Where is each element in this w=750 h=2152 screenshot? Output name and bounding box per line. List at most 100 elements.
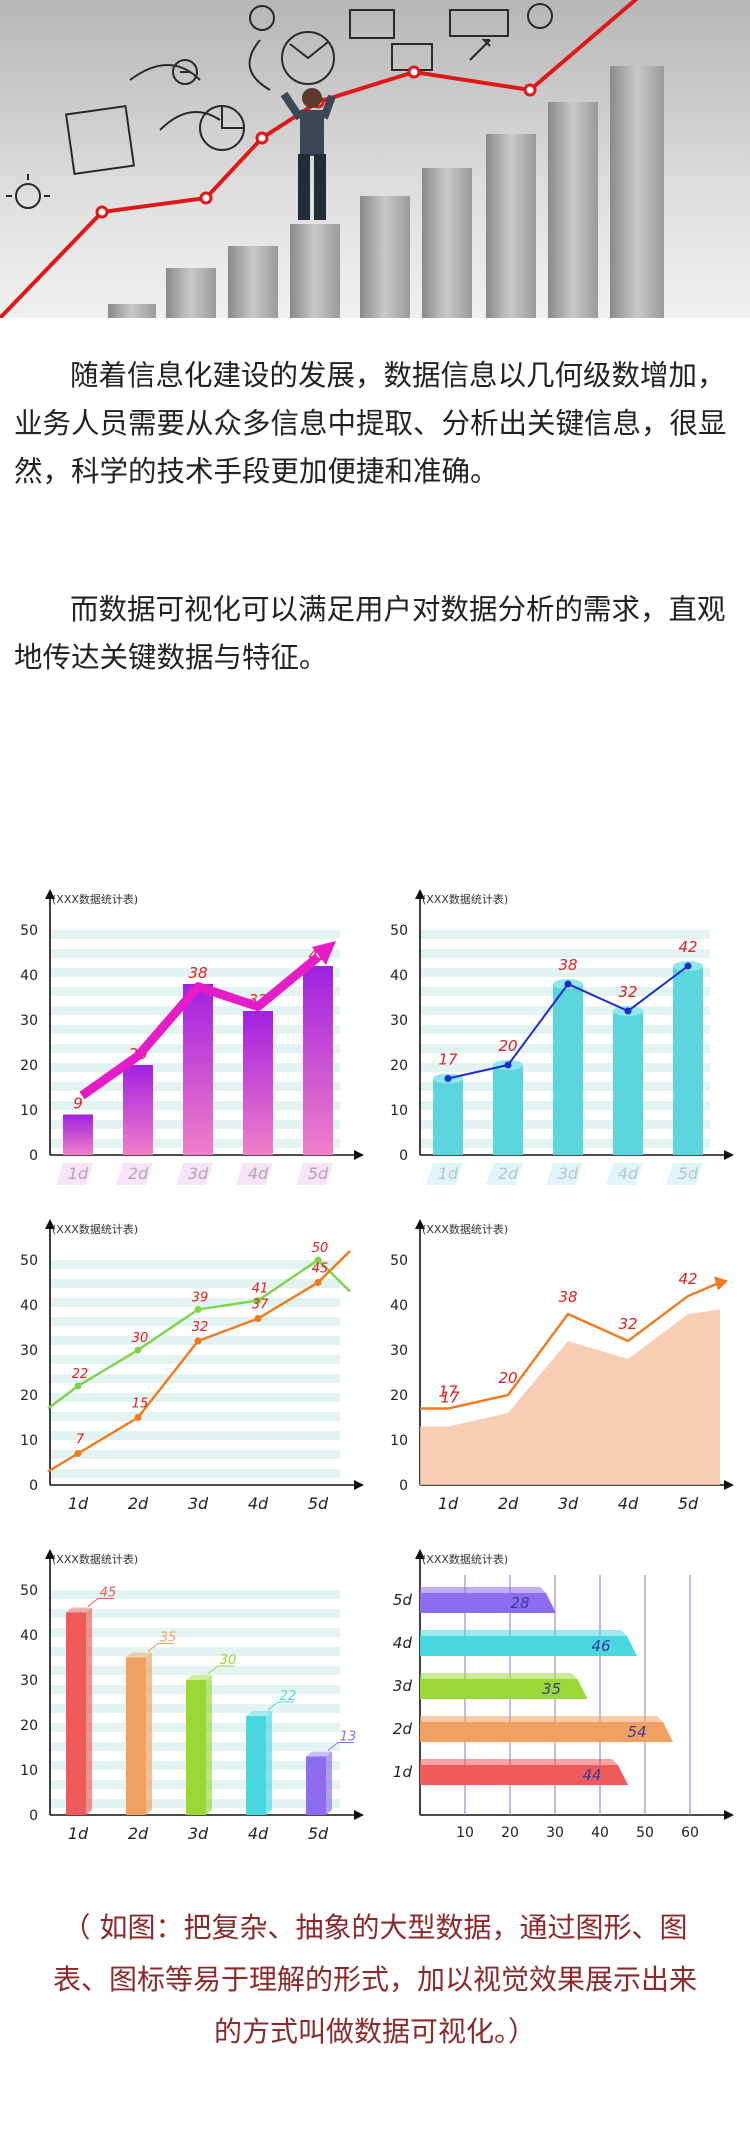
y-tick-label: 0 — [399, 1478, 408, 1494]
area-fill — [420, 1309, 720, 1485]
y-tick-label: 20 — [20, 1388, 38, 1404]
series-point — [564, 980, 572, 988]
bar-top — [420, 1630, 627, 1636]
series-point — [134, 1346, 142, 1354]
data-label: 7 — [76, 1433, 85, 1448]
x-tick-label: 1d — [438, 1494, 459, 1513]
series-point — [314, 1256, 322, 1264]
bar-shadow — [295, 1163, 333, 1185]
data-label: 38 — [188, 964, 207, 982]
bar — [420, 1593, 556, 1613]
grid-stripe — [420, 949, 710, 958]
x-tick-label: 5d — [308, 1824, 329, 1843]
x-tick-label: 40 — [591, 1825, 609, 1841]
caption: （ 如图：把复杂、抽象的大型数据，通过图形、图表、图标等易于理解的形式，加以视觉… — [52, 1911, 697, 2048]
data-label: 32 — [618, 983, 637, 1001]
bar — [433, 1078, 463, 1155]
label-leader — [327, 1742, 354, 1751]
data-label: 45 — [100, 1586, 117, 1601]
chart-area: (XXX数据统计表) 0 10 20 30 40 50 1d 2d 3d 4d 5d 17 20 38 32 4… — [390, 1219, 734, 1513]
bar — [613, 1011, 643, 1155]
summary-paragraph: 而数据可视化可以满足用户对数据分析的需求，直观地传达关键数据与特征。 — [14, 593, 726, 674]
bar-shadow — [235, 1163, 273, 1185]
x-tick-label: 3d — [558, 1494, 579, 1513]
bar-top — [186, 1675, 212, 1680]
data-label: 38 — [558, 956, 577, 974]
hero-illustration — [0, 0, 750, 318]
bar — [303, 966, 333, 1155]
y-axis-arrow — [45, 1219, 55, 1229]
y-tick-label: 10 — [20, 1763, 38, 1779]
data-label: 15 — [132, 1397, 149, 1412]
series-point — [624, 1007, 632, 1015]
data-label: 17 — [438, 1383, 458, 1401]
y-tick-label: 40 — [390, 1298, 408, 1314]
bar-shadow — [175, 1163, 213, 1185]
grid-stripe — [420, 930, 710, 939]
grid-stripe — [50, 1666, 340, 1675]
y-tick-label: 0 — [399, 1148, 408, 1164]
businessman-figure — [280, 88, 336, 220]
data-label: 45 — [312, 1262, 329, 1277]
bar-side — [266, 1711, 272, 1815]
bar — [420, 1765, 628, 1785]
bar — [243, 1011, 273, 1155]
series-line — [420, 1281, 721, 1410]
x-axis-arrow — [724, 1810, 734, 1820]
data-label: 54 — [627, 1723, 646, 1741]
x-tick-label: 4d — [618, 1494, 639, 1513]
y-tick-label: 10 — [390, 1103, 408, 1119]
bar-top — [420, 1716, 663, 1722]
y-tick-label: 50 — [390, 1253, 408, 1269]
x-tick-label: 5d — [678, 1494, 699, 1513]
bar — [186, 1680, 206, 1815]
bar-top — [66, 1607, 92, 1613]
data-label: 17 — [438, 1051, 458, 1069]
bar — [553, 984, 583, 1155]
y-tick-label: 30 — [390, 1343, 408, 1359]
series-point — [194, 1337, 202, 1345]
y-tick-label: 20 — [20, 1058, 38, 1074]
data-label: 50 — [312, 1241, 329, 1256]
series-point — [74, 1382, 82, 1390]
data-label: 13 — [340, 1730, 357, 1745]
x-tick-label: 3d — [188, 1494, 209, 1513]
label-leader — [87, 1598, 114, 1607]
y-tick-label: 30 — [390, 1013, 408, 1029]
chart-horizontal-bars: (XXX数据统计表) 10 20 30 40 50 60 5d 28 4d 46 3d 35 2d 54 1d… — [393, 1549, 734, 1841]
y-axis-arrow — [415, 889, 425, 899]
bar-top — [420, 1759, 618, 1765]
data-label: 20 — [498, 1037, 517, 1055]
bar-shadow — [605, 1163, 643, 1185]
x-tick-label: 30 — [546, 1825, 564, 1841]
x-tick-label: 60 — [681, 1825, 699, 1841]
series-point — [684, 962, 692, 970]
bar — [123, 1065, 153, 1155]
data-label: 35 — [542, 1680, 561, 1698]
bar-shadow — [55, 1163, 93, 1185]
bar — [66, 1612, 86, 1815]
x-tick-label: 10 — [456, 1825, 474, 1841]
trend-arrow — [79, 953, 321, 1100]
data-label: 44 — [582, 1766, 601, 1784]
grid-stripe — [50, 1450, 340, 1459]
grid-stripe — [50, 1393, 340, 1402]
grid-stripe — [50, 1355, 340, 1364]
trend-arrow-head — [312, 941, 336, 965]
x-axis-arrow — [354, 1810, 364, 1820]
grid-stripe — [50, 1590, 340, 1599]
y-tick-label: 4d — [393, 1634, 413, 1652]
y-tick-label: 0 — [29, 1148, 38, 1164]
y-axis-arrow — [45, 1549, 55, 1559]
y-tick-label: 30 — [20, 1343, 38, 1359]
bar — [126, 1657, 146, 1815]
label-leader — [267, 1701, 294, 1711]
bar — [673, 966, 703, 1155]
bar-top — [306, 1751, 332, 1757]
y-axis-arrow — [415, 1549, 425, 1559]
data-label: 37 — [252, 1298, 269, 1313]
bar-top — [246, 1711, 272, 1716]
gray-bar-columns — [108, 66, 664, 318]
series-point — [504, 1061, 512, 1069]
y-tick-label: 10 — [390, 1433, 408, 1449]
